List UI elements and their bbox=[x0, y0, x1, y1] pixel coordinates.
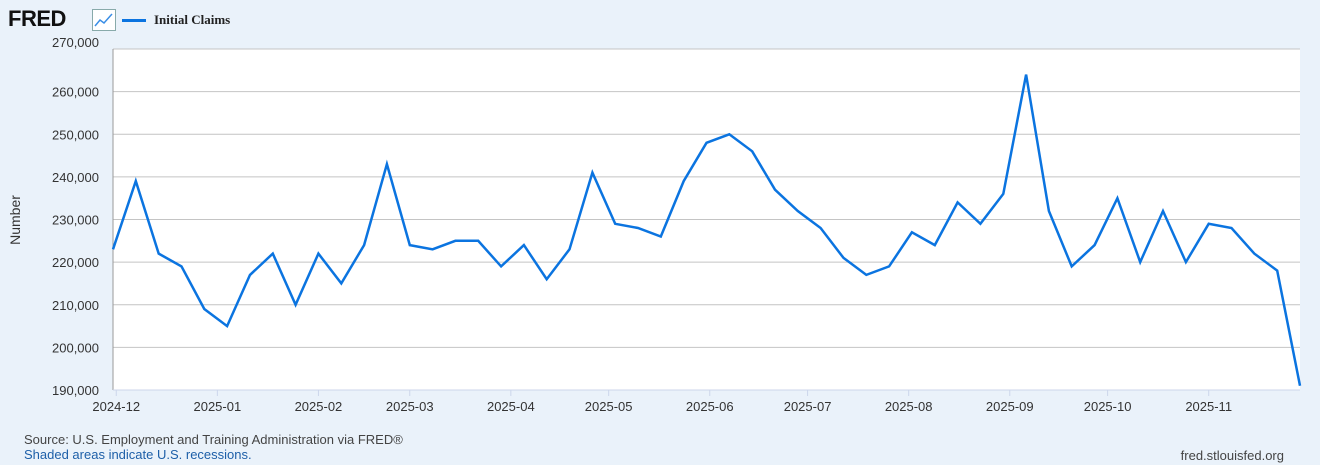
legend-label: Initial Claims bbox=[154, 12, 231, 27]
y-tick-label: 240,000 bbox=[52, 170, 99, 185]
fred-logo[interactable]: FRED bbox=[8, 6, 66, 31]
y-tick-label: 270,000 bbox=[52, 35, 99, 50]
x-tick-label: 2025-03 bbox=[386, 399, 434, 414]
x-tick-label: 2025-05 bbox=[585, 399, 633, 414]
recession-note-link[interactable]: Shaded areas indicate U.S. recessions. bbox=[24, 447, 252, 462]
y-tick-label: 250,000 bbox=[52, 127, 99, 142]
y-tick-label: 220,000 bbox=[52, 255, 99, 270]
site-link[interactable]: fred.stlouisfed.org bbox=[1180, 448, 1284, 463]
x-tick-label: 2025-04 bbox=[487, 399, 535, 414]
x-tick-label: 2025-11 bbox=[1185, 399, 1232, 414]
x-tick-label: 2024-12 bbox=[92, 399, 140, 414]
y-tick-label: 200,000 bbox=[52, 340, 99, 355]
x-tick-label: 2025-10 bbox=[1084, 399, 1132, 414]
y-tick-label: 210,000 bbox=[52, 298, 99, 313]
legend-swatch bbox=[122, 18, 146, 22]
chart-line-icon bbox=[92, 9, 116, 31]
y-tick-label: 260,000 bbox=[52, 85, 99, 100]
x-tick-label: 2025-01 bbox=[193, 399, 241, 414]
x-tick-label: 2025-06 bbox=[686, 399, 734, 414]
x-tick-label: 2025-09 bbox=[986, 399, 1034, 414]
legend: Initial Claims bbox=[122, 12, 230, 28]
y-tick-label: 190,000 bbox=[52, 383, 99, 398]
x-tick-label: 2025-08 bbox=[885, 399, 933, 414]
source-text: Source: U.S. Employment and Training Adm… bbox=[24, 432, 403, 447]
y-tick-label: 230,000 bbox=[52, 213, 99, 228]
x-tick-label: 2025-07 bbox=[784, 399, 832, 414]
x-tick-label: 2025-02 bbox=[295, 399, 343, 414]
